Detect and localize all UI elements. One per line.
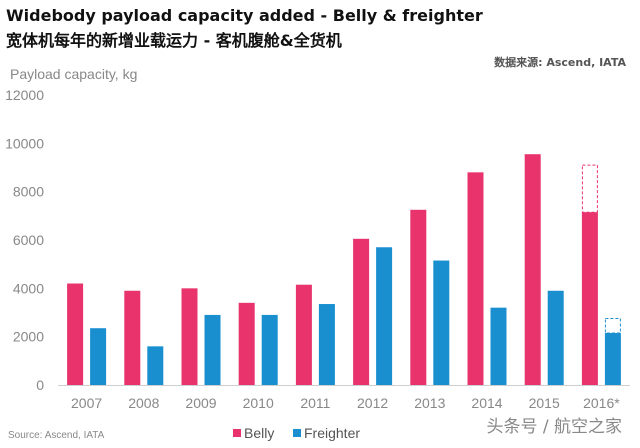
legend-swatch-freighter bbox=[293, 429, 301, 437]
freighter-bar-2009 bbox=[204, 314, 221, 385]
belly-bar-2013 bbox=[410, 209, 427, 385]
x-tick-label: 2011 bbox=[300, 395, 330, 411]
x-tick-label: 2010 bbox=[243, 395, 274, 411]
y-tick-label: 4000 bbox=[13, 280, 44, 296]
x-tick-label: 2015 bbox=[529, 395, 560, 411]
freighter-bar-2014 bbox=[490, 307, 507, 385]
freighter-bar-2012 bbox=[376, 247, 393, 385]
belly-bar-2007 bbox=[67, 283, 84, 385]
x-tick-label: 2012 bbox=[357, 395, 388, 411]
belly-bar-2010 bbox=[238, 302, 255, 385]
freighter-bar-2011 bbox=[318, 304, 335, 385]
y-tick-label: 8000 bbox=[13, 184, 44, 200]
legend-label-freighter: Freighter bbox=[304, 425, 360, 441]
belly-bar-2009 bbox=[181, 288, 198, 385]
x-tick-label: 2007 bbox=[71, 395, 102, 411]
y-axis-label: Payload capacity, kg bbox=[10, 66, 138, 82]
x-tick-label: 2013 bbox=[414, 395, 445, 411]
belly-bar-2015 bbox=[524, 154, 541, 385]
belly-forecast-2016 bbox=[581, 164, 598, 213]
chart-title-cn: 宽体机每年的新增业载运力 - 客机腹舱&全货机 bbox=[6, 31, 342, 50]
freighter-forecast-2016 bbox=[604, 318, 621, 334]
y-tick-label: 0 bbox=[36, 377, 44, 393]
legend-label-belly: Belly bbox=[244, 425, 274, 441]
source-note-top: 数据来源: Ascend, IATA bbox=[494, 56, 626, 69]
legend-swatch-belly bbox=[233, 429, 241, 437]
source-note-bottom: Source: Ascend, IATA bbox=[8, 430, 105, 441]
freighter-bar-2008 bbox=[147, 346, 164, 385]
y-tick-label: 2000 bbox=[13, 329, 44, 345]
freighter-bar-2013 bbox=[433, 260, 450, 385]
freighter-bar-2016 bbox=[604, 333, 621, 385]
x-tick-label: 2014 bbox=[471, 395, 502, 411]
belly-bar-2014 bbox=[467, 172, 484, 385]
freighter-bar-2015 bbox=[547, 290, 564, 385]
belly-bar-2008 bbox=[124, 290, 141, 385]
watermark: 头条号 / 航空之家 bbox=[486, 417, 622, 437]
freighter-bar-2007 bbox=[90, 328, 107, 385]
y-tick-label: 6000 bbox=[13, 232, 44, 248]
y-tick-label: 12000 bbox=[5, 87, 44, 103]
x-tick-label: 2009 bbox=[185, 395, 216, 411]
belly-bar-2016 bbox=[581, 212, 598, 385]
belly-bar-2012 bbox=[353, 238, 370, 385]
freighter-bar-2010 bbox=[261, 314, 278, 385]
belly-bar-2011 bbox=[295, 284, 312, 385]
x-tick-label: 2016* bbox=[583, 395, 620, 411]
y-tick-label: 10000 bbox=[5, 135, 44, 151]
chart-title-en: Widebody payload capacity added - Belly … bbox=[6, 6, 483, 25]
x-tick-label: 2008 bbox=[128, 395, 159, 411]
